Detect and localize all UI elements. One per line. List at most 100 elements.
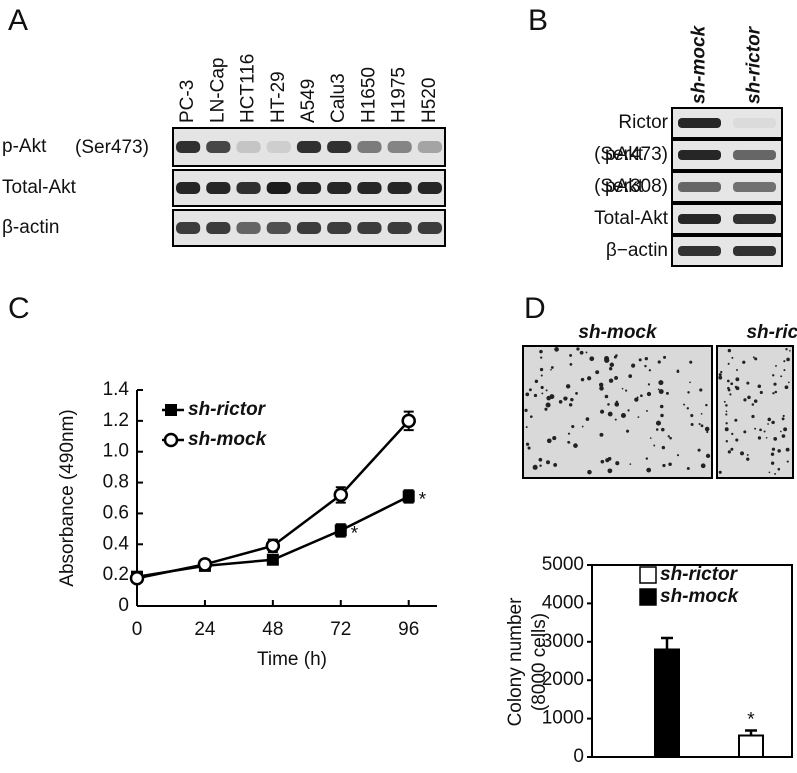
colony-dot — [587, 469, 592, 475]
legend-label: sh-rictor — [660, 564, 739, 585]
colony-dot — [735, 377, 740, 382]
y-axis-label: (8000 cells) — [529, 613, 550, 711]
colony-dot — [658, 380, 664, 386]
legend-label: sh-mock — [188, 429, 268, 450]
colony-dot — [754, 357, 758, 361]
colony-dot — [686, 466, 690, 470]
blot-band — [176, 222, 201, 234]
colony-dot — [546, 438, 552, 444]
colony-dot — [768, 471, 771, 474]
colony-dot — [565, 397, 568, 400]
colony-dot — [621, 387, 624, 390]
colony-dot — [746, 457, 750, 461]
row-site: (Ser308) — [594, 176, 668, 197]
colony-dot — [727, 362, 730, 365]
colony-dot — [525, 442, 530, 446]
blot-band — [176, 141, 201, 153]
colony-dot — [636, 396, 639, 399]
colony-dot — [540, 374, 543, 377]
annotation: * — [351, 523, 359, 544]
colony-dot — [729, 393, 732, 396]
colony-dot — [759, 390, 763, 395]
colony-dot — [620, 413, 626, 419]
colony-dot — [725, 410, 728, 413]
colony-dot — [657, 360, 661, 364]
colony-dot — [567, 432, 571, 435]
blot-band — [678, 150, 721, 160]
blot-band — [733, 182, 776, 192]
colony-dot — [575, 392, 578, 395]
colony-dot — [665, 391, 669, 395]
panel-letter: C — [8, 292, 30, 325]
colony-dot — [579, 350, 584, 355]
colony-dot — [740, 451, 745, 456]
colony-dot — [599, 386, 604, 391]
legend-label: sh-rictor — [188, 399, 267, 420]
colony-dot — [686, 407, 690, 410]
lane-label: HT-29 — [268, 71, 289, 123]
colony-dot — [698, 422, 701, 426]
colony-dot — [727, 348, 732, 353]
legend-marker — [165, 404, 177, 416]
colony-dot — [645, 457, 649, 460]
blot-band — [357, 222, 382, 234]
legend-swatch — [639, 588, 657, 606]
colony-dot — [772, 374, 775, 377]
colony-dot — [629, 463, 632, 465]
colony-dot — [743, 430, 747, 434]
colony-dot — [613, 355, 617, 359]
colony-dot — [683, 403, 686, 406]
y-axis-label: Colony number — [505, 597, 526, 727]
colony-dot — [558, 400, 563, 404]
blot-band — [387, 141, 412, 153]
blot-band — [733, 118, 776, 128]
colony-dot — [689, 360, 693, 364]
colony-dot — [565, 384, 571, 389]
colony-dot — [705, 403, 708, 407]
colony-dot — [720, 370, 723, 374]
colony-dot — [607, 468, 613, 474]
colony-dot — [539, 464, 542, 467]
colony-dot — [589, 356, 595, 362]
blot-band — [733, 214, 776, 224]
marker — [333, 487, 349, 503]
legend-label: sh-mock — [660, 586, 740, 607]
y-tick-label: 0.4 — [103, 533, 130, 554]
colony-dot — [785, 348, 788, 351]
colony-dot — [570, 397, 574, 402]
colony-dot — [600, 409, 605, 414]
colony-dot — [661, 445, 666, 450]
colony-dot — [648, 369, 652, 372]
colony-dot — [782, 414, 785, 418]
colony-dot — [609, 457, 612, 460]
colony-dot — [644, 356, 649, 361]
blot-band — [327, 182, 352, 194]
marker — [265, 538, 281, 554]
colony-dot — [752, 356, 755, 359]
colony-dot — [647, 383, 651, 386]
colony-dot — [646, 467, 652, 473]
colony-dot — [725, 404, 728, 407]
error-bar — [661, 636, 673, 650]
colony-dot — [765, 436, 768, 439]
colony-dot — [754, 427, 757, 430]
colony-dot — [735, 386, 740, 391]
y-tick-label: 0 — [118, 595, 129, 616]
blot-band — [678, 118, 721, 128]
colony-dot — [706, 430, 709, 434]
y-tick-label: 1.0 — [103, 441, 129, 462]
blot-band — [733, 150, 776, 160]
lane-label: A549 — [298, 79, 319, 123]
colony-dot — [604, 355, 610, 362]
panel-letter: D — [524, 292, 546, 325]
colony-dot — [724, 427, 729, 432]
colony-dot — [731, 356, 734, 359]
colony-dot — [727, 450, 731, 454]
blot-band — [678, 246, 721, 256]
colony-dot — [700, 424, 704, 428]
colony-dot — [730, 382, 734, 386]
colony-dot — [727, 386, 730, 390]
blot-band — [387, 182, 412, 194]
row-site: (Ser473) — [594, 144, 668, 165]
